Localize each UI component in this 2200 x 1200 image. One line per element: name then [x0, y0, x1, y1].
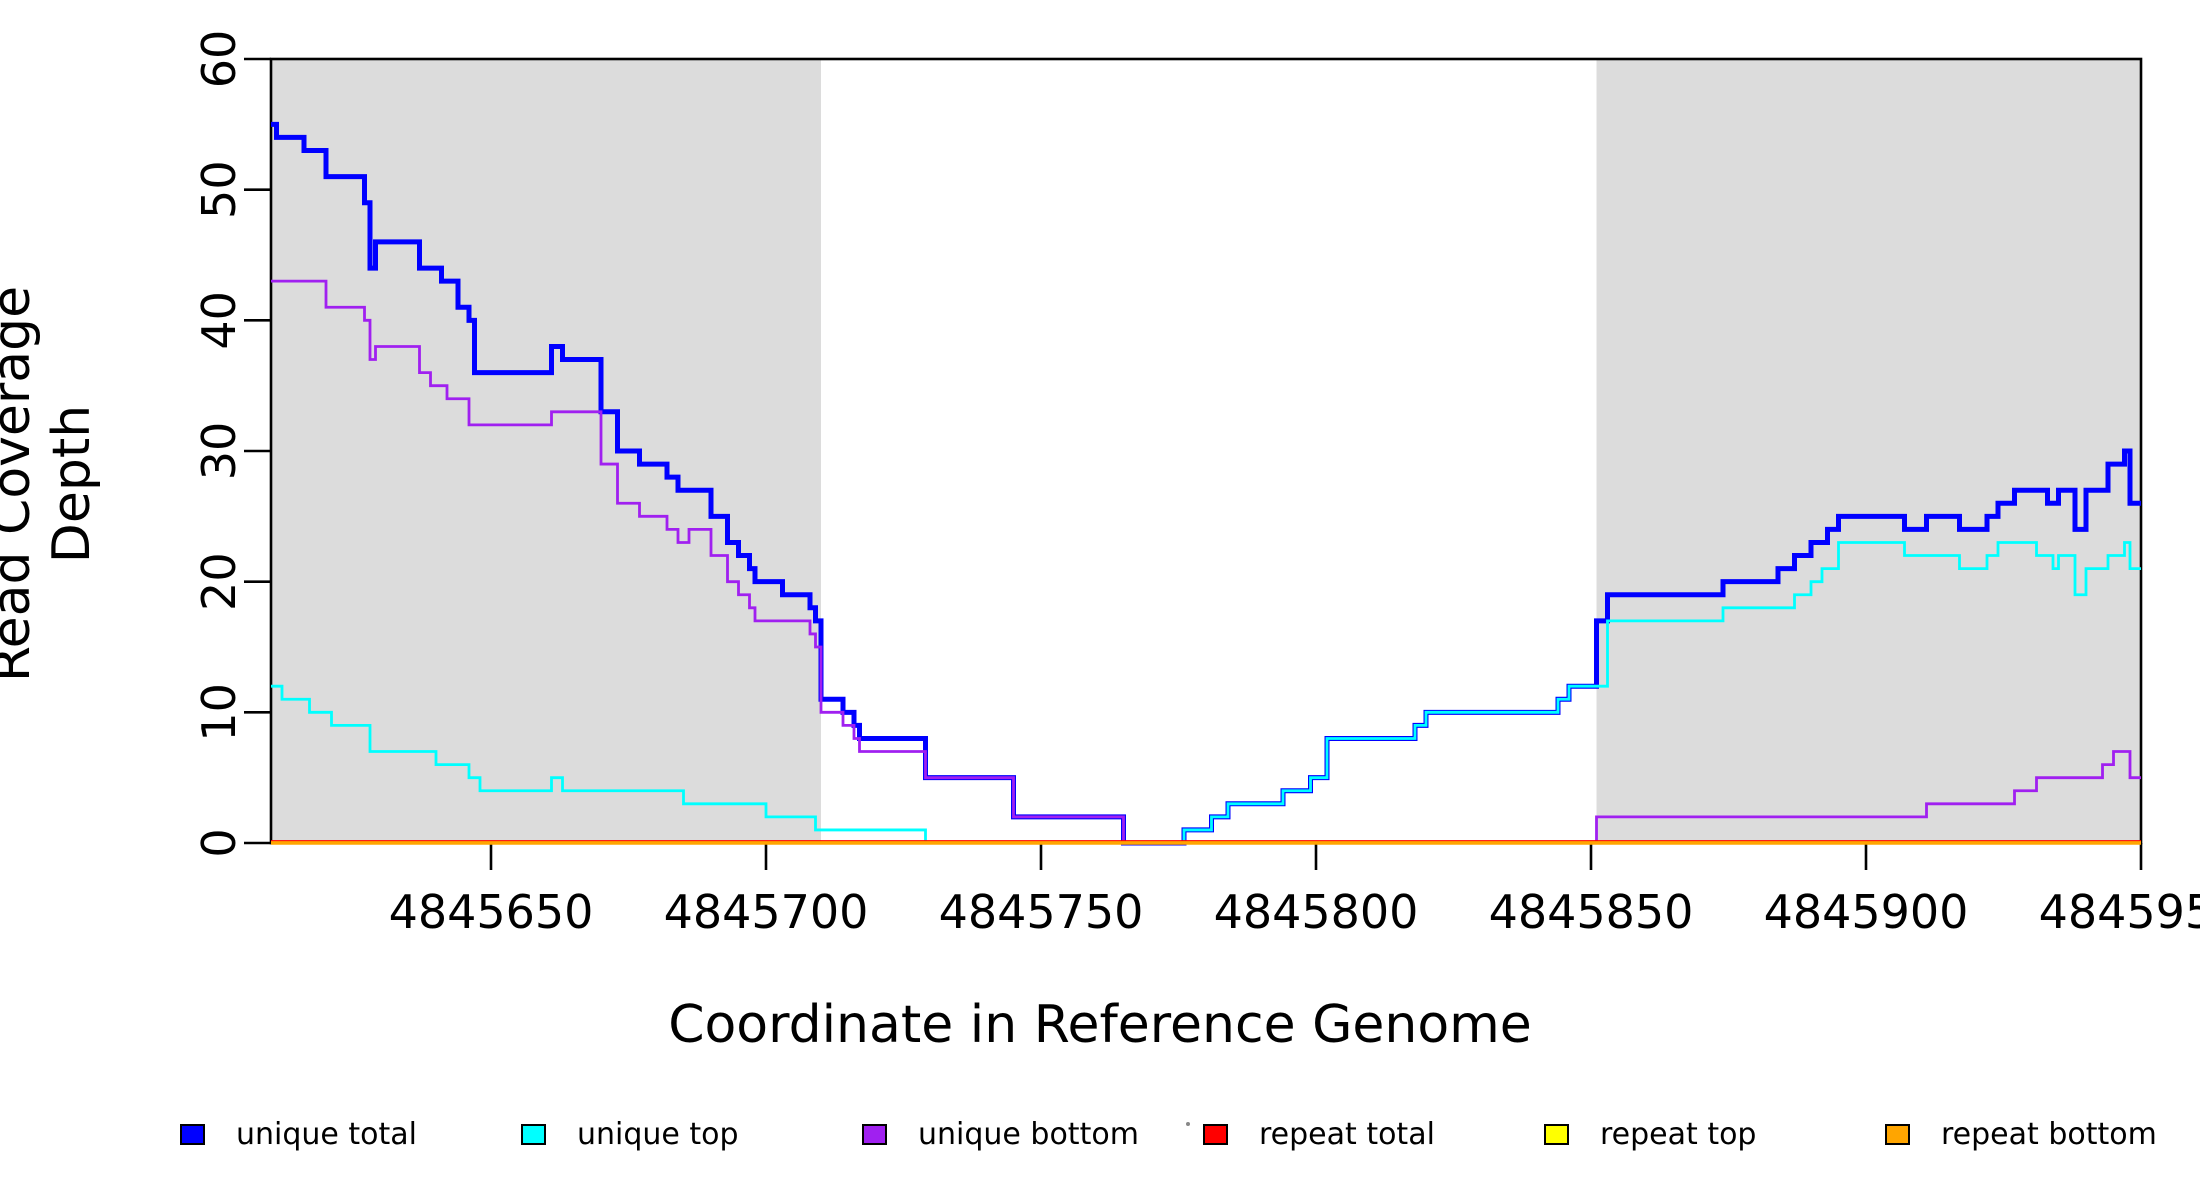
y-tick-label: 0	[192, 828, 246, 857]
series-unique-top	[271, 541, 2141, 845]
y-axis-title: Read Coverage Depth	[0, 285, 102, 683]
x-tick-label: 4845900	[1764, 885, 1969, 939]
x-tick-label: 4845750	[939, 885, 1144, 939]
x-axis-title: Coordinate in Reference Genome	[668, 995, 1532, 1055]
x-tick-label: 4845800	[1214, 885, 1419, 939]
y-tick-label: 40	[192, 291, 246, 350]
y-tick-label: 10	[192, 683, 246, 742]
x-tick-label: 4845700	[664, 885, 869, 939]
x-tick-label: 4845850	[1489, 885, 1694, 939]
x-tick-label: 4845650	[389, 885, 594, 939]
repeat-region-band-right	[1596, 59, 2141, 843]
y-tick-label: 60	[192, 30, 246, 89]
stray-dot-artifact	[1186, 1122, 1190, 1126]
y-tick-label: 30	[192, 422, 246, 481]
series-unique-bottom	[271, 279, 2141, 845]
y-tick-label: 20	[192, 552, 246, 611]
y-tick-label: 50	[192, 160, 246, 219]
